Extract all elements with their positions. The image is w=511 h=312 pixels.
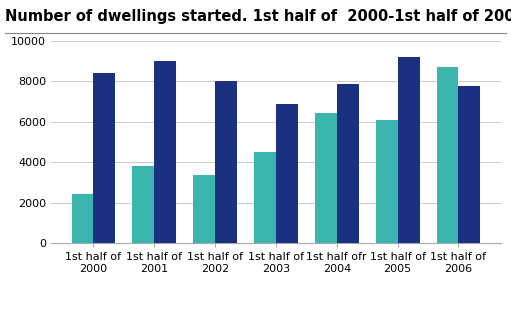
Bar	[72, 194, 94, 243]
Bar	[193, 175, 215, 243]
Bar	[436, 67, 458, 243]
Bar	[215, 81, 237, 243]
Bar	[398, 57, 420, 243]
Bar	[337, 84, 359, 243]
Bar	[94, 73, 115, 243]
Bar	[458, 86, 480, 243]
Bar	[132, 166, 154, 243]
Bar	[376, 119, 398, 243]
Bar	[276, 105, 298, 243]
Bar	[315, 113, 337, 243]
Bar	[254, 152, 276, 243]
Text: Number of dwellings started. 1st half of  2000-1st half of 2006: Number of dwellings started. 1st half of…	[5, 9, 511, 24]
Bar	[154, 61, 176, 243]
